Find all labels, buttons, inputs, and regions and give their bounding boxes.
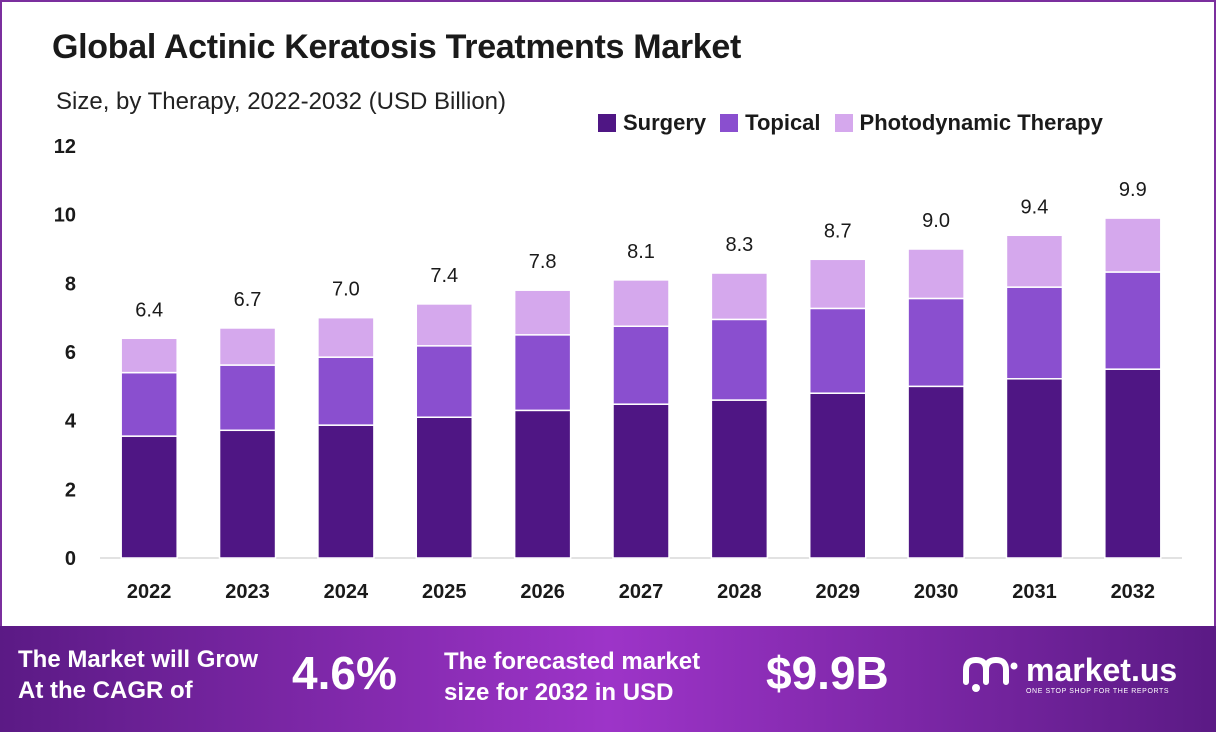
bar-segment-topical (710, 318, 769, 401)
bar-segment-photodynamic-therapy (317, 316, 375, 358)
x-tick-label: 2032 (1111, 581, 1156, 603)
bar-total-label: 7.8 (529, 251, 557, 273)
x-tick-label: 2029 (815, 581, 860, 603)
legend-swatch-surgery (598, 114, 616, 132)
bar-segment-topical (415, 345, 474, 418)
bar-segment-topical (612, 325, 670, 405)
legend-label-photodynamic-therapy: Photodynamic Therapy (859, 110, 1103, 135)
forecast-text: The forecasted market size for 2032 in U… (444, 646, 700, 708)
bar-segment-topical (317, 356, 375, 426)
bar-segment-topical (218, 364, 277, 432)
bar-segment-surgery (513, 409, 572, 559)
bar-total-label: 6.7 (234, 289, 262, 311)
cagr-text-line1: The Market will Grow (18, 646, 259, 673)
bar-segment-photodynamic-therapy (1005, 234, 1064, 288)
bar-segment-photodynamic-therapy (1104, 217, 1162, 273)
x-tick-label: 2028 (717, 581, 762, 603)
y-tick-label: 4 (65, 411, 77, 433)
bar-segment-topical (808, 307, 867, 394)
bar-total-label: 8.3 (725, 234, 753, 256)
legend-item-surgery: Surgery (598, 110, 706, 136)
bar-total-label: 8.1 (627, 241, 655, 263)
bar-segment-photodynamic-therapy (907, 248, 965, 300)
x-tick-label: 2031 (1012, 581, 1057, 603)
x-tick-label: 2022 (127, 581, 172, 603)
bar-segment-topical (120, 371, 178, 437)
y-tick-label: 2 (65, 479, 76, 501)
cagr-value: 4.6% (292, 647, 397, 699)
cagr-text: The Market will Grow At the CAGR of (18, 644, 258, 706)
stacked-bar-chart: 0 2 4 6 8 10 12 6.4 2022 6.7 2023 7.0 2024 7.4 2025 7.8… (54, 136, 1182, 603)
chart-subtitle: Size, by Therapy, 2022-2032 (USD Billion… (56, 88, 506, 115)
brand-logo: market.us ONE STOP SHOP FOR THE REPORTS (962, 652, 1177, 696)
brand-name: market.us (1026, 651, 1178, 688)
bar-segment-photodynamic-therapy (612, 279, 670, 327)
bar-total-label: 7.0 (332, 279, 360, 301)
x-tick-label: 2025 (422, 581, 467, 603)
forecast-text-line2: size for 2032 in USD (444, 679, 674, 706)
legend-item-photodynamic-therapy: Photodynamic Therapy (834, 110, 1103, 136)
bar-total-label: 6.4 (135, 299, 163, 321)
legend-label-surgery: Surgery (623, 110, 707, 135)
y-tick-label: 8 (65, 273, 76, 295)
forecast-value: $9.9B (766, 647, 889, 699)
y-tick-label: 6 (65, 342, 76, 364)
bar-segment-surgery (415, 416, 474, 559)
bar-segment-photodynamic-therapy (415, 303, 474, 347)
bar-total-label: 8.7 (824, 220, 852, 242)
bar-segment-surgery (710, 399, 769, 559)
chart-title: Global Actinic Keratosis Treatments Mark… (52, 28, 742, 66)
y-tick-label: 10 (54, 205, 76, 227)
legend-swatch-topical (720, 114, 739, 132)
bar-segment-surgery (907, 385, 965, 559)
bar-segment-surgery (808, 392, 867, 559)
y-tick-label: 12 (54, 136, 76, 158)
bar-segment-topical (1005, 286, 1064, 380)
summary-banner: The Market will Grow At the CAGR of 4.6%… (0, 626, 1216, 732)
x-tick-label: 2026 (520, 581, 565, 603)
bar-segment-photodynamic-therapy (120, 337, 178, 374)
brand-tagline: ONE STOP SHOP FOR THE REPORTS (1026, 687, 1170, 695)
bar-segment-topical (513, 334, 572, 412)
forecast-text-line1: The forecasted market (444, 648, 701, 675)
bar-segment-photodynamic-therapy (808, 258, 867, 310)
legend-item-topical: Topical (720, 110, 821, 136)
bar-segment-surgery (1104, 368, 1162, 559)
bar-segment-photodynamic-therapy (513, 289, 572, 336)
bar-segment-surgery (317, 424, 375, 559)
cagr-text-line2: At the CAGR of (18, 677, 193, 704)
bar-total-label: 7.4 (430, 265, 458, 287)
bar-total-label: 9.4 (1021, 196, 1049, 218)
bar-segment-surgery (1005, 378, 1064, 559)
bar-segment-photodynamic-therapy (218, 327, 277, 366)
y-tick-label: 0 (65, 548, 76, 570)
bar-total-label: 9.0 (922, 210, 950, 232)
market-us-logo-icon (963, 656, 1018, 692)
bar-segment-photodynamic-therapy (710, 272, 769, 321)
x-tick-label: 2027 (619, 581, 664, 603)
bar-segment-surgery (218, 429, 277, 559)
bar-segment-surgery (612, 403, 670, 559)
bar-segment-topical (1104, 271, 1162, 370)
x-tick-label: 2024 (324, 581, 369, 603)
legend-label-topical: Topical (745, 110, 821, 135)
bar-segment-surgery (120, 435, 178, 559)
x-tick-label: 2023 (225, 581, 270, 603)
bar-total-label: 9.9 (1119, 179, 1147, 201)
legend: Surgery Topical Photodynamic Therapy (598, 110, 1117, 136)
legend-swatch-photodynamic-therapy (834, 114, 853, 132)
x-tick-label: 2030 (914, 581, 959, 603)
bar-segment-topical (907, 297, 965, 388)
